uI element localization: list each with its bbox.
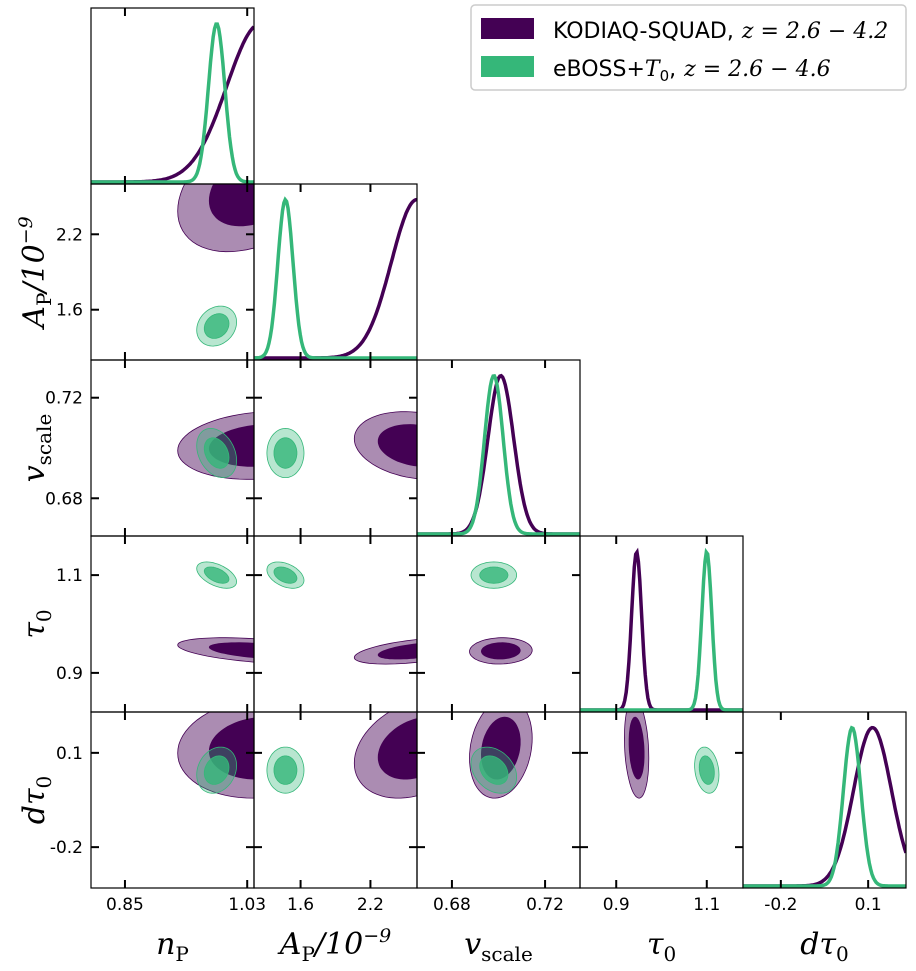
- panel-frame: [90, 535, 255, 713]
- contour-68-eboss: [479, 566, 509, 584]
- contour-68-eboss: [273, 566, 298, 584]
- panel-AP-vs-tau0: [253, 535, 418, 713]
- panel-vscale-vs-tau0: [416, 535, 581, 713]
- x-tick-label: -0.2: [764, 895, 797, 915]
- contour-68-eboss: [203, 566, 230, 584]
- contour-68-kodiaq: [628, 716, 645, 780]
- panel-frame: [579, 711, 744, 889]
- panel-AP: [253, 183, 418, 361]
- contour-68-eboss: [479, 755, 509, 785]
- y-tick-label: 1.6: [56, 301, 83, 321]
- marginal-curve-eboss-nP: [91, 22, 254, 184]
- y-tick-label: 0.1: [56, 744, 83, 764]
- x-tick-label: 1.1: [693, 895, 720, 915]
- panel-vscale-vs-dtau0: [416, 711, 581, 889]
- y-tick-label: -0.2: [50, 838, 83, 858]
- y-tick-label: 0.68: [45, 489, 83, 509]
- panel-nP-vs-tau0: [90, 535, 255, 713]
- contour-68-eboss: [203, 313, 230, 339]
- marginal-curve-kodiaq-AP: [254, 197, 417, 360]
- contour-68-eboss: [273, 755, 298, 785]
- panel-vscale: [416, 359, 581, 537]
- panel-nP-vs-vscale: [90, 359, 255, 537]
- legend-swatch-eboss: [481, 56, 534, 77]
- panel-AP-vs-dtau0: [253, 711, 418, 889]
- marginal-curve-eboss-vscale: [417, 373, 580, 536]
- panel-AP-vs-vscale: [253, 359, 418, 537]
- marginal-curve-eboss-dtau0: [743, 725, 906, 888]
- panel-frame: [579, 535, 744, 713]
- panel-nP: [90, 7, 255, 185]
- contour-68-kodiaq: [208, 642, 254, 658]
- x-axis-title-dtau0: dτ0: [800, 927, 849, 966]
- marginal-curve-kodiaq-nP: [91, 25, 254, 184]
- contour-68-eboss: [698, 755, 715, 785]
- x-axis-title-AP: AP/10−9: [277, 925, 391, 966]
- panel-frame: [742, 711, 907, 889]
- marginal-curve-eboss-AP: [254, 196, 417, 360]
- contour-68-kodiaq: [377, 643, 417, 660]
- x-axis-title-nP: nP: [156, 927, 189, 966]
- contour-68-eboss: [273, 437, 298, 469]
- marginal-curve-kodiaq-tau0: [580, 547, 743, 712]
- panel-frame: [90, 7, 255, 185]
- legend-label-kodiaq: KODIAQ-SQUAD, z = 2.6 − 4.2: [553, 19, 888, 44]
- legend-label-eboss: eBOSS+T0, z = 2.6 − 4.6: [553, 57, 831, 85]
- contour-68-eboss: [203, 437, 230, 469]
- x-tick-label: 0.9: [603, 895, 630, 915]
- marginal-curve-eboss-tau0: [580, 547, 743, 712]
- y-tick-label: 1.1: [56, 566, 83, 586]
- y-axis-title-AP: AP/10−9: [15, 216, 56, 330]
- y-tick-label: 0.72: [45, 389, 83, 409]
- contour-68-kodiaq: [377, 718, 417, 780]
- legend-frame: [470, 4, 907, 91]
- x-tick-label: 0.85: [106, 895, 144, 915]
- x-tick-label: 1.6: [287, 895, 314, 915]
- contour-68-eboss: [203, 755, 230, 785]
- y-axis-title-dtau0: dτ0: [17, 776, 56, 825]
- contour-95-kodiaq: [177, 637, 254, 663]
- panel-tau0-vs-dtau0: [579, 711, 744, 889]
- panel-tau0: [579, 535, 744, 713]
- panel-nP-vs-dtau0: [90, 711, 255, 889]
- x-tick-label: 1.03: [228, 895, 266, 915]
- marginal-curve-kodiaq-dtau0: [743, 725, 906, 888]
- x-tick-label: 2.2: [357, 895, 384, 915]
- panel-nP-vs-AP: [90, 183, 255, 361]
- y-axis-title-vscale: vscale: [17, 414, 56, 483]
- x-axis-title-vscale: vscale: [464, 927, 533, 966]
- panel-dtau0: [742, 711, 907, 889]
- x-tick-label: 0.72: [526, 895, 564, 915]
- legend-swatch-kodiaq: [481, 18, 534, 39]
- legend: KODIAQ-SQUAD, z = 2.6 − 4.2 eBOSS+T0, z = …: [470, 4, 907, 91]
- contour-68-kodiaq: [208, 184, 254, 227]
- contour-68-kodiaq: [480, 642, 521, 660]
- contour-68-kodiaq: [377, 424, 417, 467]
- x-tick-label: 0.1: [855, 895, 882, 915]
- x-axis-title-tau0: τ0: [647, 927, 676, 966]
- x-tick-label: 0.68: [433, 895, 471, 915]
- y-tick-label: 2.2: [56, 225, 83, 245]
- y-tick-label: 0.9: [56, 664, 83, 684]
- y-axis-title-tau0: τ0: [17, 609, 56, 638]
